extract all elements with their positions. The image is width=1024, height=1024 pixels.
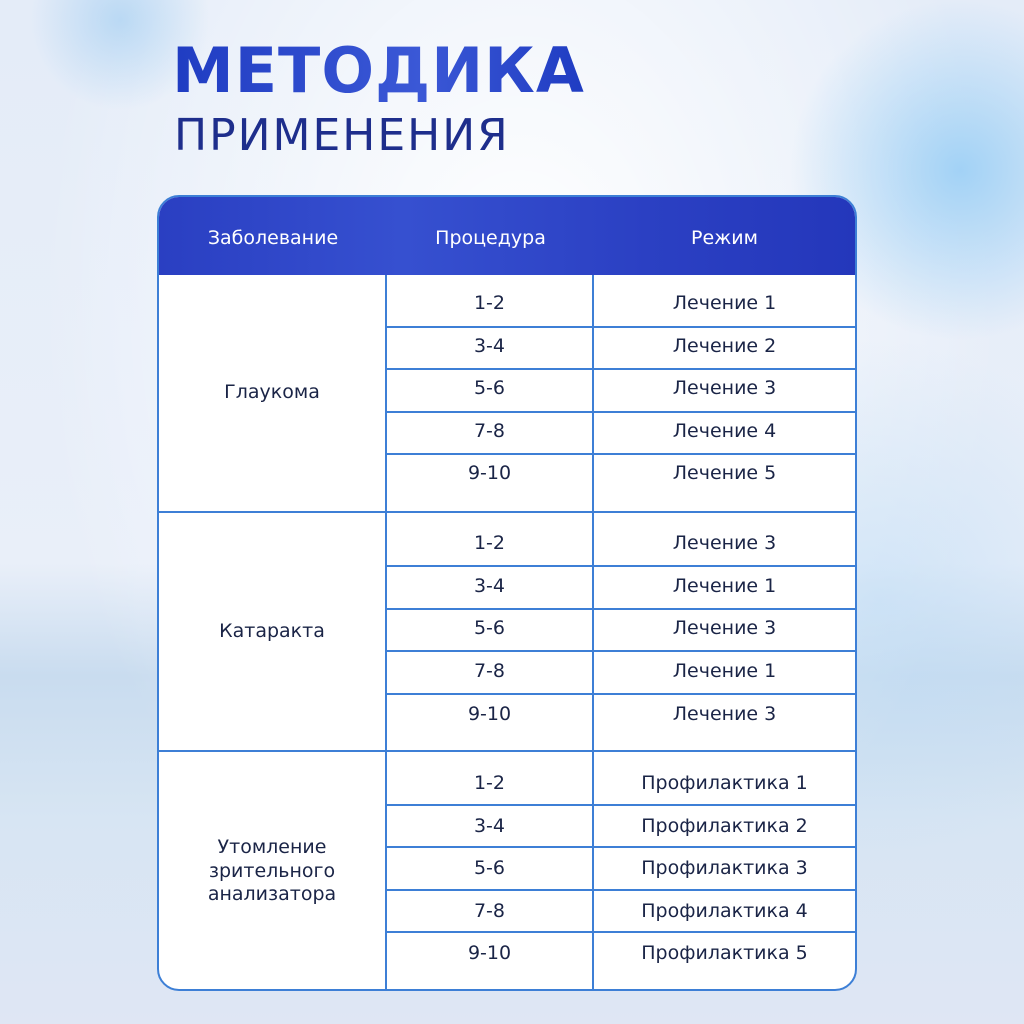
table-group-visual-fatigue: Утомление зрительного анализатора 1-2 3-… [159,750,855,989]
row-divider [387,453,855,455]
row-divider [387,326,855,328]
mode-cell: Лечение 1 [672,292,777,314]
procedure-column: 1-2 3-4 5-6 7-8 9-10 [387,752,594,989]
mode-cell: Лечение 3 [672,532,777,554]
page-title: МЕТОДИКА [172,34,585,107]
mode-cell: Профилактика 1 [641,772,808,794]
row-divider [387,368,855,370]
disease-label: зрительного [208,859,336,882]
mode-cell: Профилактика 4 [641,900,808,922]
procedure-cell: 9-10 [467,462,512,484]
disease-label: Глаукома [224,381,320,404]
procedure-cell: 1-2 [473,532,506,554]
disease-label: Катаракта [219,619,325,642]
procedure-cell: 3-4 [473,335,506,357]
disease-cell: Катаракта [159,513,387,750]
procedure-cell: 3-4 [473,815,506,837]
row-divider [387,565,855,567]
mode-cell: Лечение 3 [672,617,777,639]
row-divider [387,650,855,652]
method-table: Заболевание Процедура Режим Глаукома 1-2… [157,195,857,991]
table-header: Заболевание Процедура Режим [159,197,855,275]
procedure-cell: 3-4 [473,575,506,597]
page-subtitle: ПРИМЕНЕНИЯ [174,110,510,161]
disease-cell: Утомление зрительного анализатора [159,752,387,989]
procedure-cell: 7-8 [473,900,506,922]
procedure-cell: 9-10 [467,942,512,964]
procedure-cell: 5-6 [473,617,506,639]
disease-label: Утомление [217,835,327,858]
mode-column: Лечение 1 Лечение 2 Лечение 3 Лечение 4 … [594,275,855,511]
table-group-cataract: Катаракта 1-2 3-4 5-6 7-8 9-10 Лечение 3… [159,511,855,750]
mode-cell: Лечение 1 [672,660,777,682]
disease-label: анализатора [207,883,337,906]
table-group-glaucoma: Глаукома 1-2 3-4 5-6 7-8 9-10 Лечение 1 … [159,275,855,511]
mode-cell: Лечение 1 [672,575,777,597]
row-divider [387,889,855,891]
mode-cell: Лечение 3 [672,377,777,399]
procedure-column: 1-2 3-4 5-6 7-8 9-10 [387,513,594,750]
procedure-cell: 1-2 [473,772,506,794]
row-divider [387,846,855,848]
row-divider [387,931,855,933]
mode-cell: Лечение 5 [672,462,777,484]
row-divider [387,608,855,610]
procedure-cell: 1-2 [473,292,506,314]
mode-cell: Профилактика 2 [641,815,808,837]
procedure-cell: 9-10 [467,703,512,725]
row-divider [387,693,855,695]
row-divider [387,411,855,413]
row-divider [387,804,855,806]
disease-cell: Глаукома [159,275,387,511]
mode-cell: Лечение 4 [672,420,777,442]
procedure-cell: 5-6 [473,377,506,399]
procedure-cell: 7-8 [473,660,506,682]
column-header-procedure: Процедура [435,227,546,249]
procedure-cell: 5-6 [473,857,506,879]
mode-cell: Лечение 3 [672,703,777,725]
column-header-mode: Режим [691,227,758,249]
mode-column: Лечение 3 Лечение 1 Лечение 3 Лечение 1 … [594,513,855,750]
mode-column: Профилактика 1 Профилактика 2 Профилакти… [594,752,855,989]
mode-cell: Профилактика 5 [641,942,808,964]
mode-cell: Профилактика 3 [641,857,808,879]
column-header-disease: Заболевание [207,227,339,249]
mode-cell: Лечение 2 [672,335,777,357]
procedure-column: 1-2 3-4 5-6 7-8 9-10 [387,275,594,511]
procedure-cell: 7-8 [473,420,506,442]
